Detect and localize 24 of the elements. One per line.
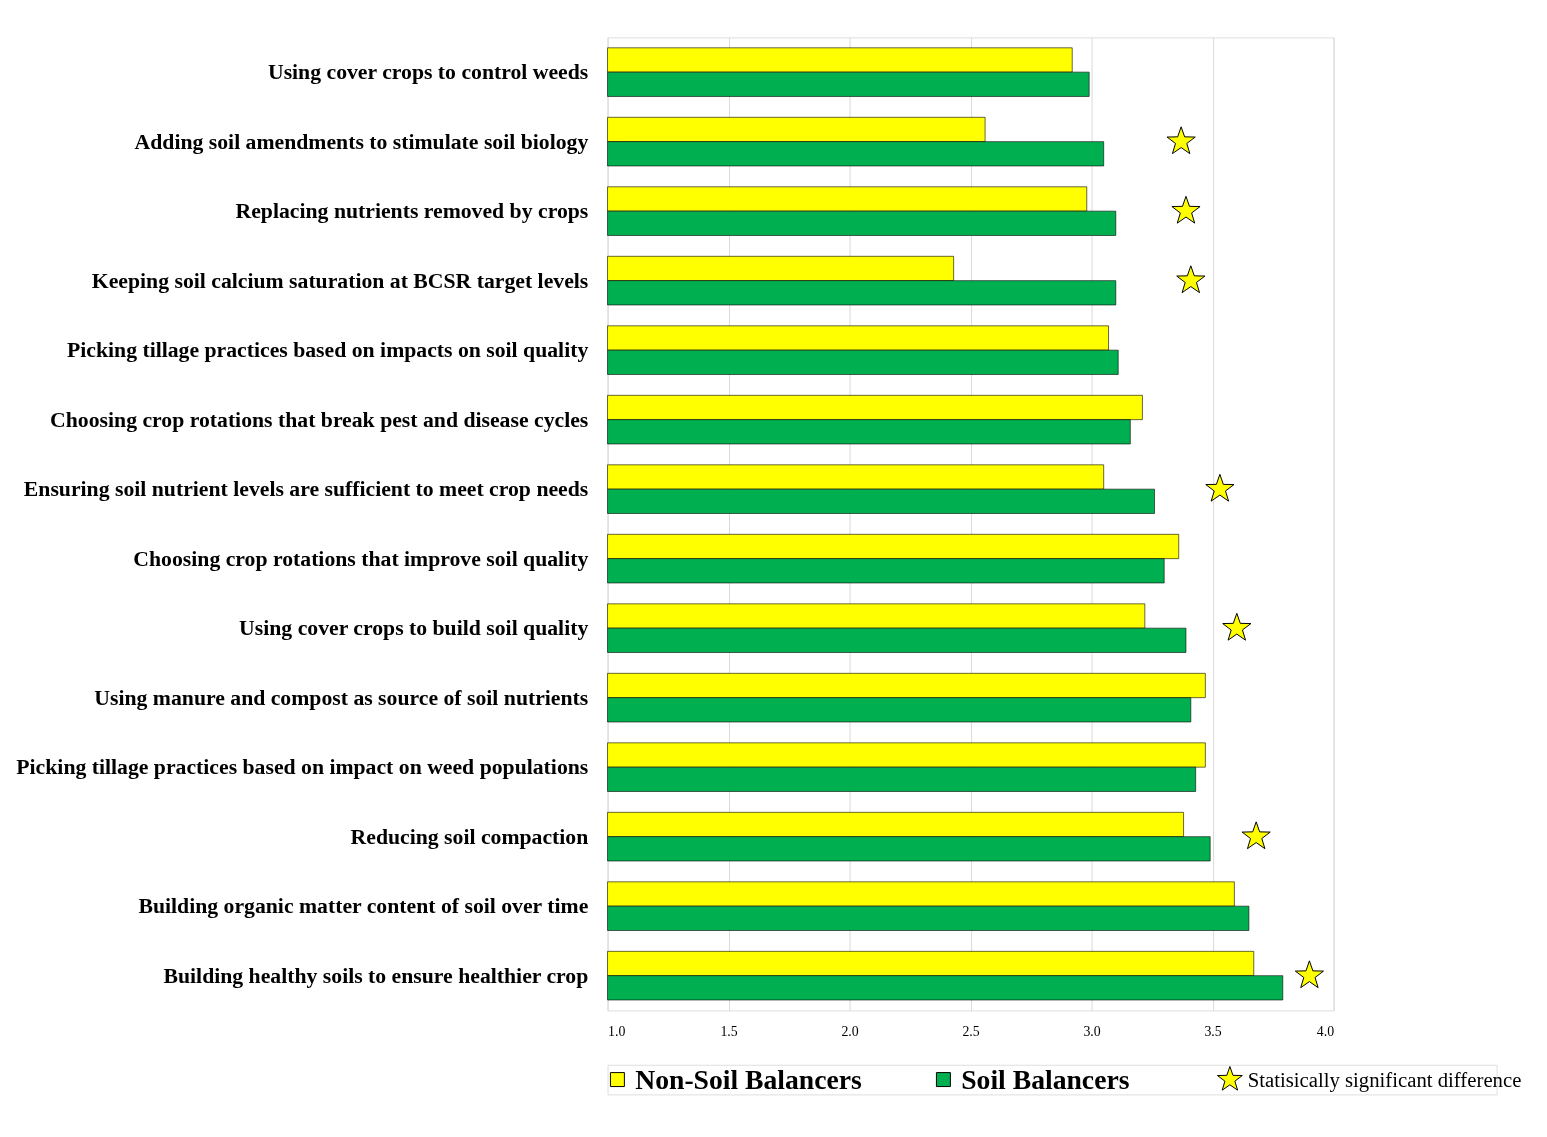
legend-label: Soil Balancers [961, 1064, 1130, 1096]
x-tick-label: 2.5 [962, 1023, 980, 1039]
y-tick-label: Picking tillage practices based on impacts on soil quality [66, 338, 589, 363]
y-tick-label: Building organic matter content of soil over time [138, 894, 589, 919]
y-tick-label: Keeping soil calcium saturation at BCSR target levels [91, 268, 589, 293]
x-tick-label: 1.5 [720, 1023, 738, 1039]
x-tick-label: 4.0 [1316, 1023, 1335, 1039]
legend-label: Non-Soil Balancers [635, 1064, 863, 1096]
y-tick-label: Using manure and compost as source of soil nutrients [94, 685, 589, 710]
x-tick-label: 2.0 [841, 1023, 859, 1039]
y-tick-label: Adding soil amendments to stimulate soil biology [134, 129, 589, 154]
x-tick-label: 3.0 [1083, 1023, 1101, 1039]
y-tick-label: Using cover crops to control weeds [267, 60, 589, 85]
x-tick-label: 3.5 [1204, 1023, 1222, 1039]
y-tick-label: Ensuring soil nutrient levels are sufficient to meet crop needs [23, 477, 589, 502]
y-tick-label: Building healthy soils to ensure healthier crop [163, 963, 589, 988]
legend-label: Statisically significant difference [1247, 1069, 1522, 1093]
y-tick-label: Replacing nutrients removed by crops [235, 199, 589, 224]
x-tick-label: 1.0 [608, 1023, 626, 1039]
y-tick-label: Using cover crops to build soil quality [239, 616, 589, 641]
y-tick-label: Reducing soil compaction [350, 824, 589, 849]
y-tick-label: Choosing crop rotations that improve soil quality [133, 546, 589, 571]
y-tick-label: Picking tillage practices based on impact on weed populations [16, 755, 589, 780]
y-tick-label: Choosing crop rotations that break pest and disease cycles [50, 407, 589, 432]
